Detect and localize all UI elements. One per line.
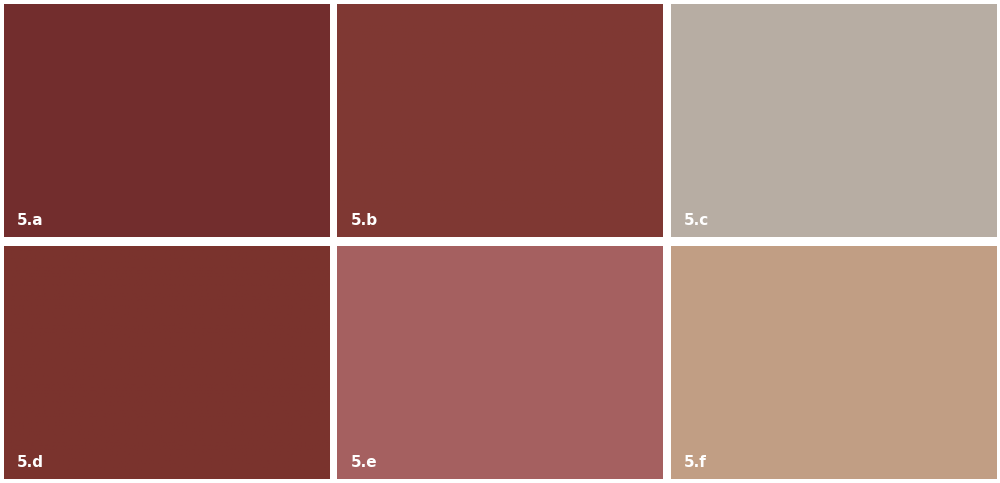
Text: 5.a: 5.a [17,213,44,228]
Text: 5.d: 5.d [17,455,44,469]
Text: 5.c: 5.c [684,213,709,228]
Text: 5.e: 5.e [350,455,377,469]
Text: 5.f: 5.f [684,455,707,469]
Text: 5.b: 5.b [350,213,377,228]
